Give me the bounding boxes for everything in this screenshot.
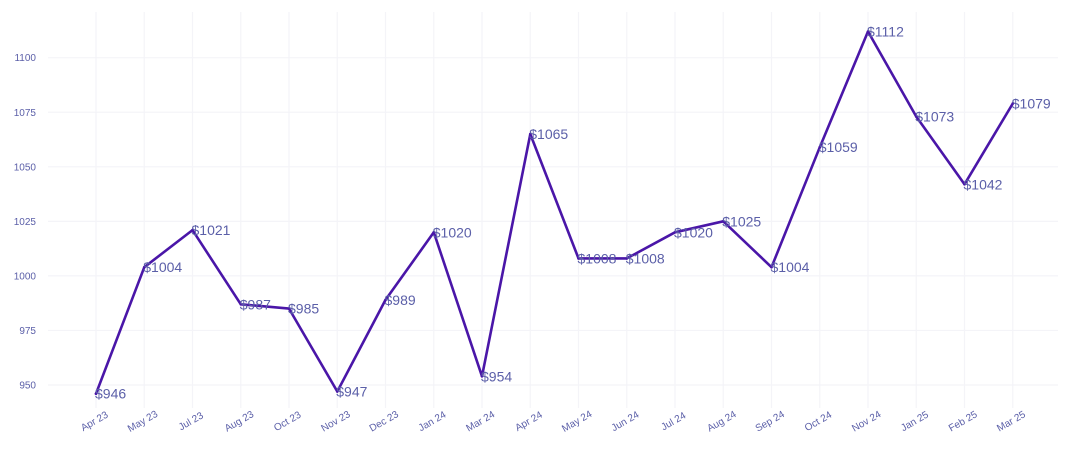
data-point (673, 230, 677, 234)
x-tick-label: Apr 23 (79, 409, 110, 433)
data-point (963, 182, 966, 186)
data-label: $946 (95, 386, 126, 402)
data-point (721, 220, 725, 223)
x-tick-label: Oct 23 (272, 409, 303, 433)
x-tick-label: Jun 24 (610, 409, 642, 434)
data-point (432, 230, 436, 234)
data-point (625, 257, 629, 260)
data-point (287, 307, 291, 310)
x-tick-label: Nov 24 (850, 409, 883, 435)
x-tick-label: Jul 24 (659, 410, 688, 433)
data-label: $987 (240, 296, 271, 312)
series (94, 30, 1015, 396)
y-axis: 950 975 1000 1025 1050 1075 1100 (14, 53, 37, 391)
y-tick-label: 975 (19, 326, 36, 337)
x-tick-label: Nov 23 (320, 409, 353, 435)
data-point (480, 374, 484, 378)
x-tick-label: Oct 24 (803, 409, 834, 433)
data-point (914, 115, 918, 118)
data-label: $1008 (626, 250, 665, 266)
data-point (191, 228, 194, 232)
data-point (142, 265, 146, 269)
grid (48, 12, 1058, 408)
x-tick-label: May 24 (560, 409, 594, 435)
data-point (1011, 102, 1015, 105)
x-tick-label: Aug 24 (706, 409, 739, 435)
y-tick-label: 950 (19, 381, 36, 392)
y-tick-label: 1050 (14, 162, 37, 173)
x-tick-label: May 23 (126, 409, 160, 435)
data-label: $989 (385, 292, 416, 308)
data-point (239, 302, 243, 306)
x-tick-label: Jan 25 (899, 409, 931, 434)
y-tick-label: 1025 (14, 217, 37, 228)
data-point (818, 145, 822, 149)
data-label: $1021 (192, 222, 231, 238)
data-point (577, 257, 580, 260)
series-line (94, 30, 1015, 396)
x-tick-label: Apr 24 (513, 409, 544, 433)
data-point (384, 298, 387, 302)
data-label: $1042 (964, 176, 1003, 192)
x-tick-label: Mar 24 (465, 409, 498, 434)
x-tick-label: Dec 23 (368, 409, 401, 435)
data-point (866, 30, 870, 33)
data-label: $1004 (143, 259, 182, 275)
data-point (335, 390, 339, 393)
data-label: $954 (481, 368, 512, 384)
data-labels: $946 $1004 $1021 $987 $985 $947 $989 $1020 $954 $… (95, 24, 1051, 402)
data-point (94, 392, 98, 396)
x-tick-label: Jul 23 (177, 410, 206, 433)
x-tick-label: Jan 24 (417, 409, 449, 434)
x-tick-label: Sep 24 (754, 409, 787, 435)
data-label: $1020 (433, 224, 472, 240)
data-label: $1004 (771, 259, 810, 275)
data-label: $1112 (867, 24, 904, 40)
x-tick-label: Aug 23 (223, 409, 256, 435)
x-axis: Apr 23 May 23 Jul 23 Aug 23 Oct 23 Nov 23 Dec … (79, 409, 1028, 435)
data-label: $1008 (578, 250, 617, 266)
x-tick-label: Mar 25 (995, 409, 1028, 434)
y-tick-label: 1000 (14, 271, 37, 282)
y-tick-label: 1075 (14, 108, 37, 119)
y-tick-label: 1100 (14, 53, 36, 64)
data-label: $985 (288, 301, 319, 317)
data-point (528, 132, 532, 136)
data-label: $1025 (722, 213, 761, 229)
x-tick-label: Feb 25 (947, 409, 980, 434)
data-label: $1079 (1012, 96, 1051, 112)
data-label: $1020 (674, 224, 713, 240)
data-label: $1073 (915, 109, 954, 125)
data-label: $947 (336, 384, 367, 400)
data-label: $1065 (529, 126, 568, 142)
data-point (770, 265, 773, 269)
data-label: $1059 (819, 139, 858, 155)
